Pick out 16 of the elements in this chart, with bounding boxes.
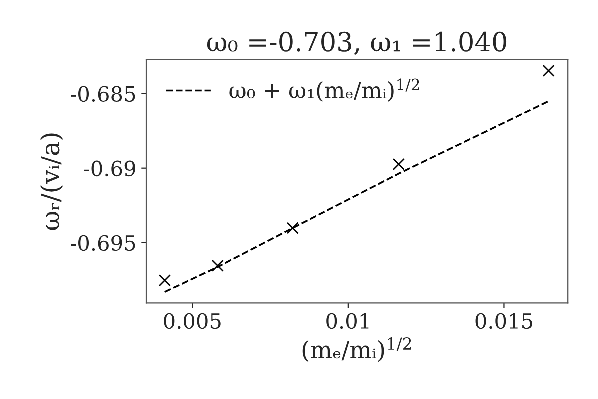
point [212, 260, 224, 272]
x-tick-label: 0.01 [326, 313, 369, 330]
point [286, 222, 300, 234]
legend-label: ω₀ + ω₁(mₑ/mᵢ)$^{1/2}$ [230, 78, 420, 102]
y-tick-label: -0.685 [71, 86, 136, 102]
line-series [164, 100, 550, 294]
x-tick-label: 0.015 [476, 313, 532, 330]
y-tick-label: -0.695 [71, 235, 136, 252]
x-tick-label: 0.005 [164, 313, 221, 330]
point [158, 274, 171, 287]
x-axis-title: (mₑ/mᵢ)$^{1/2}$ [302, 338, 412, 362]
y-tick-label: -0.69 [84, 160, 136, 177]
y-axis-title: ωᵣ/(vᵢ/a) [40, 134, 64, 230]
point [392, 158, 405, 171]
chart-title: ω₀ =-0.703, ω₁ =1.040 [207, 32, 507, 56]
point [542, 64, 555, 77]
